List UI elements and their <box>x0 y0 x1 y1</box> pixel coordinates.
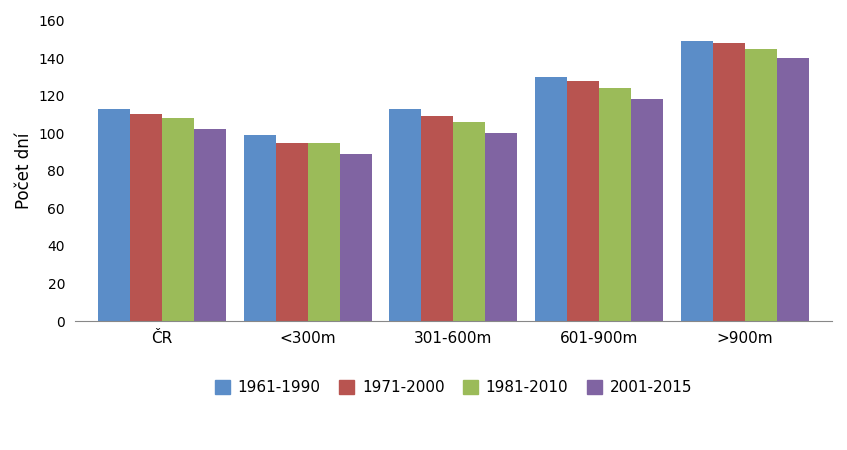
Y-axis label: Počet dní: Počet dní <box>15 133 33 209</box>
Bar <box>162 118 194 321</box>
Bar <box>535 77 567 321</box>
Bar <box>130 114 162 321</box>
Bar <box>98 109 130 321</box>
Bar <box>276 143 307 321</box>
Bar <box>421 116 453 321</box>
Bar <box>340 154 372 321</box>
Bar <box>453 122 485 321</box>
Bar <box>244 135 276 321</box>
Bar <box>485 133 518 321</box>
Bar <box>307 143 340 321</box>
Bar <box>567 81 599 321</box>
Bar <box>599 88 631 321</box>
Legend: 1961-1990, 1971-2000, 1981-2010, 2001-2015: 1961-1990, 1971-2000, 1981-2010, 2001-20… <box>208 374 698 401</box>
Bar <box>390 109 421 321</box>
Bar <box>680 41 712 321</box>
Bar <box>194 130 226 321</box>
Bar <box>712 43 745 321</box>
Bar <box>745 49 777 321</box>
Bar <box>631 99 663 321</box>
Bar <box>777 58 809 321</box>
